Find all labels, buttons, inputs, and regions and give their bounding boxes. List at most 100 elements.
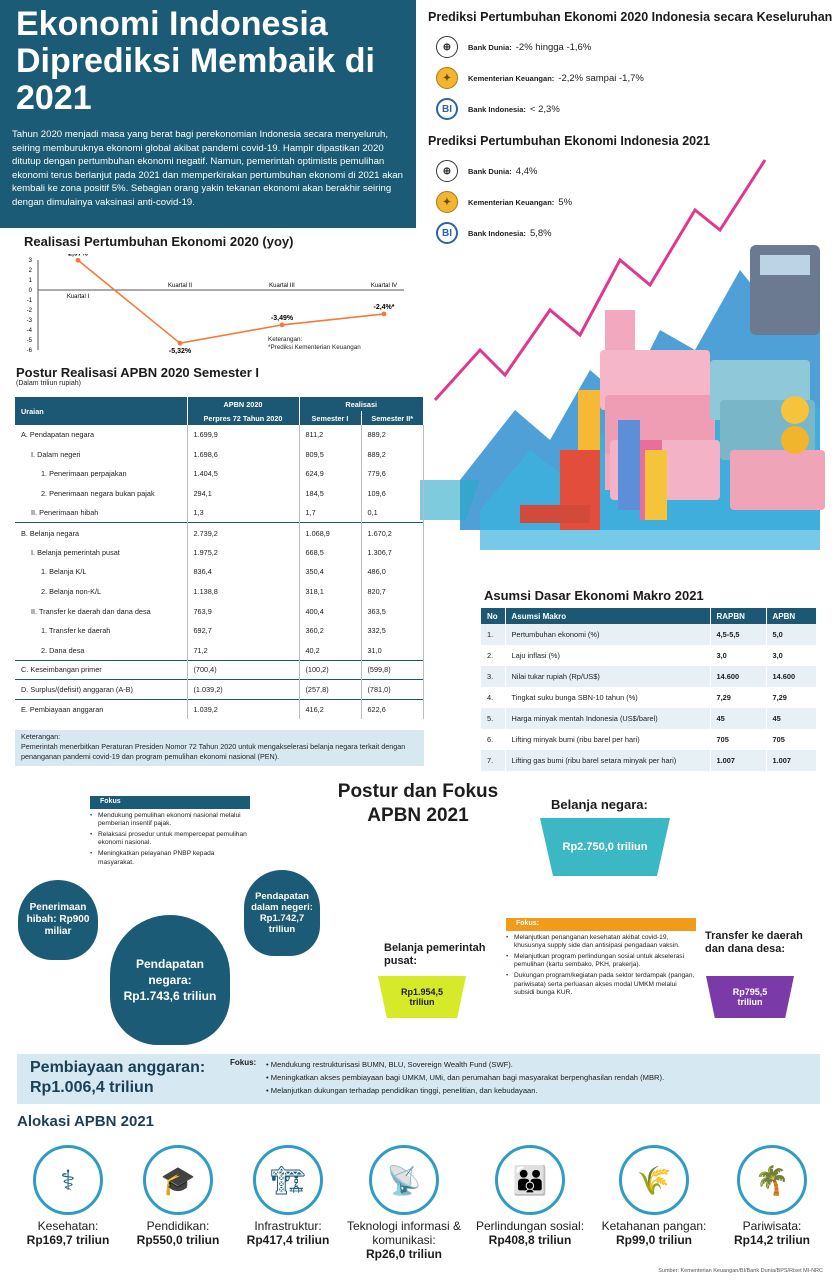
hibah-text: Penerimaan hibah: Rp900 miliar — [26, 902, 90, 937]
economy-illustration — [420, 159, 825, 550]
sem2-value: 1.306,7 — [361, 542, 424, 563]
growth-note-text: *Prediksi Kementerian Keuangan — [268, 344, 361, 351]
sem2-value: 779,6 — [361, 464, 424, 484]
apbn-value: 705 — [766, 729, 817, 750]
sem1-value: 624,9 — [299, 464, 362, 484]
apbn2020-table: Uraian APBN 2020 Realisasi Perpres 72 Ta… — [15, 397, 424, 719]
alokasi-item: 👪 Perlindungan sosial: Rp408,8 triliun — [470, 1145, 590, 1247]
x-tick-label: Kuartal I — [67, 294, 90, 300]
prediction-value: -2% hingga -1,6% — [515, 41, 592, 53]
prediction-row: ⊕ Bank Dunia: -2% hingga -1,6% — [436, 36, 591, 58]
sem2-value: 0,1 — [361, 503, 424, 523]
pusat-value: Rp1.954,5 triliun — [400, 987, 444, 1007]
sem2-value: 109,6 — [361, 483, 424, 504]
table-row: 1. Penerimaan perpajakan 1.404,5 624,9 779,… — [15, 464, 424, 484]
row-label: E. Pembiayaan anggaran — [15, 698, 188, 719]
table-row: 7. Lifting gas bumi (ribu barel setara mi… — [481, 750, 817, 771]
row-label: C. Keseimbangan primer — [15, 659, 188, 680]
col-no: No — [481, 608, 506, 624]
prediction-org: Bank Dunia: — [468, 166, 512, 176]
sem2-value: 363,5 — [361, 601, 424, 621]
table-row: II. Penerimaan hibah 1,3 1,7 0,1 — [15, 503, 424, 523]
table-row: 2. Penerimaan negara bukan pajak 294,1 184… — [15, 483, 424, 504]
apbn-value: 836,4 — [187, 562, 300, 582]
apbn-value: 3,0 — [766, 645, 817, 666]
sem1-value: (257,8) — [299, 679, 362, 700]
table-row: 1. Pertumbuhan ekonomi (%) 4,5-5,5 5,0 — [481, 624, 817, 645]
sem2-value: 1.670,2 — [361, 522, 424, 543]
alokasi-value: Rp408,8 triliun — [488, 1233, 572, 1247]
rapbn-value: 7,29 — [710, 687, 767, 708]
growth-line — [77, 259, 385, 345]
apbn-value: 14.600 — [766, 666, 817, 687]
apbn-value: 5,0 — [766, 624, 817, 645]
sem2-value: (781,0) — [361, 679, 424, 700]
apbn-value: 1.007 — [766, 750, 817, 771]
list-item-text: Mendukung restrukturisasi BUMN, BLU, Sov… — [270, 1060, 513, 1069]
apbn-value: 1.699,9 — [187, 425, 300, 445]
belanja-value: Rp2.750,0 triliun — [562, 841, 648, 853]
apbn2020-note: Keterangan: Pemerintah menerbitkan Perat… — [15, 730, 424, 766]
alokasi-item: 🌾 Ketahanan pangan: Rp99,0 triliun — [594, 1145, 714, 1247]
apbn-value: 71,2 — [187, 640, 300, 661]
prediction-org: Bank Indonesia: — [468, 104, 526, 114]
list-item: Relaksasi prosedur untuk mempercepat pem… — [90, 831, 250, 848]
list-item: Mendukung pemulihan ekonomi nasional mel… — [90, 812, 250, 829]
title-box: Ekonomi Indonesia Diprediksi Membaik di … — [0, 0, 416, 228]
y-tick-label: -6 — [27, 348, 33, 354]
fokus-belanja: Fokus: Melanjutkan penanganan kesehatan … — [506, 918, 696, 1000]
alokasi-label: Perlindungan sosial: — [475, 1219, 585, 1233]
growth-point — [279, 322, 285, 328]
pembiayaan-label: Pembiayaan anggaran: — [30, 1059, 206, 1076]
makro-table: No Asumsi Makro RAPBN APBN 1. Pertumbuhan… — [481, 608, 817, 771]
row-label: 1. Belanja K/L — [15, 562, 188, 582]
col-sem2: Semester II* — [361, 411, 424, 425]
table-row: 4. Tingkat suku bunga SBN-10 tahun (%) 7,2… — [481, 687, 817, 708]
row-no: 1. — [481, 624, 506, 645]
apbn-value: 7,29 — [766, 687, 817, 708]
row-label: 2. Dana desa — [15, 640, 188, 661]
fokus-pendapatan: Fokus Mendukung pemulihan ekonomi nasion… — [90, 796, 250, 869]
alokasi-heading: Alokasi APBN 2021 — [17, 1113, 155, 1130]
worldbank-icon: ⊕ — [436, 160, 458, 182]
bag-hibah: Penerimaan hibah: Rp900 miliar — [18, 880, 98, 960]
table-row: B. Belanja negara 2.739,2 1.068,9 1.670,2 — [15, 522, 424, 543]
pembiayaan-list: • Mendukung restrukturisasi BUMN, BLU, S… — [266, 1058, 816, 1097]
rapbn-value: 14.600 — [710, 666, 767, 687]
row-label: B. Belanja negara — [15, 522, 188, 543]
bag-dalam-negeri: Pendapatan dalam negeri: Rp1.742,7 trili… — [244, 870, 320, 956]
source-text: Sumber: Kementerian Keuangan/BI/Bank Dun… — [658, 1268, 823, 1274]
table-row: D. Surplus/(defisit) anggaran (A-B) (1.03… — [15, 679, 424, 700]
postur2021-heading: Postur dan Fokus APBN 2021 — [337, 781, 499, 826]
graduation-cap-icon: 🎓 — [143, 1145, 213, 1215]
alokasi-item: 🌴 Pariwisata: Rp14,2 triliun — [712, 1145, 832, 1247]
pembiayaan-fokus-tag: Fokus: — [230, 1058, 257, 1067]
rapbn-value: 45 — [710, 708, 767, 729]
sem2-value: 889,2 — [361, 444, 424, 465]
row-label: II. Penerimaan hibah — [15, 503, 188, 523]
transfer-label: Transfer ke daerah dan dana desa: — [705, 930, 803, 955]
table-row: I. Belanja pemerintah pusat 1.975,2 668,5 1… — [15, 542, 424, 563]
apbn-value: 1,3 — [187, 503, 300, 523]
growth-point — [381, 311, 387, 317]
row-no: 7. — [481, 750, 506, 771]
crane-icon: 🏗 — [253, 1145, 323, 1215]
row-label: 1. Penerimaan perpajakan — [15, 464, 188, 484]
growth-point — [177, 340, 183, 346]
sem1-value: 350,4 — [299, 562, 362, 582]
antenna-icon: 📡 — [369, 1145, 439, 1215]
rapbn-value: 4,5-5,5 — [710, 624, 767, 645]
list-item: Melanjutkan program perlindungan sosial … — [506, 953, 696, 970]
row-no: 4. — [481, 687, 506, 708]
growth-data-label: 2,97% — [68, 254, 89, 257]
apbn-value: 1.138,8 — [187, 581, 300, 602]
col-perpres: Perpres 72 Tahun 2020 — [187, 411, 300, 425]
makro-heading: Asumsi Dasar Ekonomi Makro 2021 — [484, 588, 704, 603]
apbn-value: 294,1 — [187, 483, 300, 504]
sem2-value: 31,0 — [361, 640, 424, 661]
table-row: 2. Dana desa 71,2 40,2 31,0 — [15, 640, 424, 661]
bank-indonesia-icon: BI — [436, 222, 458, 244]
sem1-value: 40,2 — [299, 640, 362, 661]
prediction-row: ✦ Kementerian Keuangan: -2,2% sampai -1,7% — [436, 67, 644, 89]
alokasi-item: 📡 Teknologi informasi & komunikasi: Rp26,0… — [344, 1145, 464, 1261]
